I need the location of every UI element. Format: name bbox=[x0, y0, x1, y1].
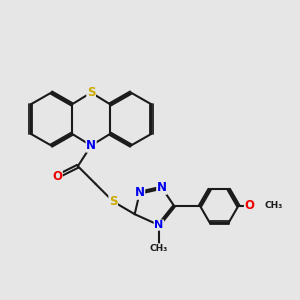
Text: N: N bbox=[135, 186, 145, 199]
Text: N: N bbox=[154, 220, 164, 230]
Text: N: N bbox=[86, 139, 96, 152]
Text: S: S bbox=[109, 195, 117, 208]
Text: O: O bbox=[244, 200, 254, 212]
Text: CH₃: CH₃ bbox=[150, 244, 168, 253]
Text: CH₃: CH₃ bbox=[265, 201, 283, 210]
Text: S: S bbox=[87, 86, 95, 99]
Text: O: O bbox=[52, 170, 62, 183]
Text: N: N bbox=[157, 181, 167, 194]
